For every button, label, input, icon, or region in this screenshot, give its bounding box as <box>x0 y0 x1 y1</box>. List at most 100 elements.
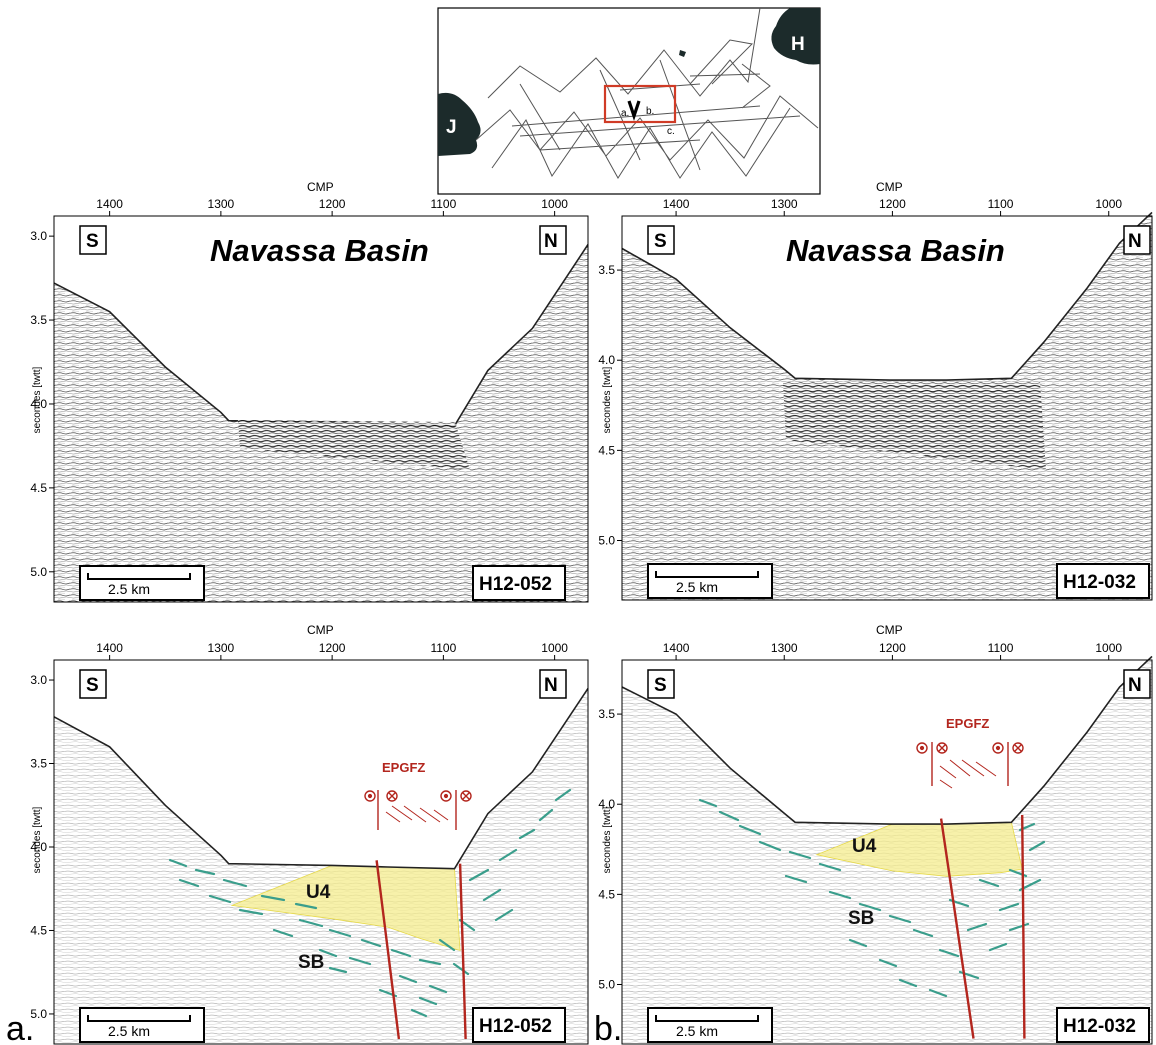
unit-sb-reflectors <box>168 788 572 1018</box>
scale-bar <box>655 1015 759 1022</box>
inset-map-study-area-box <box>603 84 677 124</box>
scale-bar-box <box>647 1007 773 1043</box>
south-marker: S <box>654 675 667 696</box>
strike-slip-symbols <box>916 742 1024 789</box>
x-tick-label: 1300 <box>208 641 235 655</box>
x-tick-label: 1100 <box>430 641 456 655</box>
water-column <box>54 216 588 426</box>
scale-bar-label: 2.5 km <box>108 581 150 597</box>
profile-frame <box>621 659 1153 1045</box>
scale-bar-box <box>647 563 773 599</box>
x-tick-label: 1000 <box>541 197 568 211</box>
x-tick-label: 1300 <box>208 197 235 211</box>
inset-map-label-jamaica: J <box>446 117 457 138</box>
y-tick-label: 4.5 <box>30 481 47 495</box>
x-tick-label: 1200 <box>879 197 906 211</box>
basin-floor-strong-reflectors <box>238 420 470 470</box>
north-marker: N <box>544 675 558 696</box>
y-tick-label: 3.0 <box>30 229 47 243</box>
line-id-box <box>1056 563 1150 599</box>
scale-bar-label: 2.5 km <box>676 1023 718 1039</box>
unit-sb-reflectors <box>698 798 1046 998</box>
south-marker-box <box>79 225 107 255</box>
seafloor-reflector <box>621 211 1153 381</box>
panel-letter-b: b. <box>594 1010 622 1045</box>
y-axis-label: secondes [twtt] <box>602 806 613 873</box>
y-axis-label: secondes [twtt] <box>602 366 613 433</box>
fault-trace-east <box>458 863 467 1040</box>
x-tick-label: 1000 <box>541 641 568 655</box>
scale-bar-label: 2.5 km <box>676 579 718 595</box>
north-marker-box <box>1123 669 1151 699</box>
profile-frame <box>53 659 589 1045</box>
y-tick-label: 5.0 <box>30 565 47 579</box>
x-tick-label: 1200 <box>319 197 346 211</box>
y-tick-label: 4.0 <box>30 840 47 854</box>
south-marker: S <box>654 231 667 252</box>
unit-label-u4: U4 <box>306 882 331 903</box>
x-tick-label: 1100 <box>988 641 1014 655</box>
south-marker-box <box>79 669 107 699</box>
y-tick-label: 4.0 <box>598 797 615 811</box>
inset-map-land-haiti <box>771 8 820 65</box>
cmp-axis-label: CMP <box>307 180 334 194</box>
x-tick-label: 1400 <box>96 641 123 655</box>
unit-label-sb: SB <box>848 908 874 929</box>
south-marker: S <box>86 231 99 252</box>
south-marker: S <box>86 675 99 696</box>
cmp-axis-label: CMP <box>876 180 903 194</box>
y-tick-label: 3.5 <box>30 757 47 771</box>
unit-label-u4: U4 <box>852 836 877 857</box>
x-tick-label: 1400 <box>96 197 123 211</box>
fault-zone-label: EPGFZ <box>382 760 425 775</box>
y-axis-label: secondes [twtt] <box>32 366 43 433</box>
water-column <box>54 660 588 869</box>
line-id-label: H12-032 <box>1063 572 1136 593</box>
fault-trace-east <box>1021 814 1026 1039</box>
profile-panel-h12-032-raw: CMP secondes [twtt] 1400 1300 1200 1100 1000… <box>598 180 1153 601</box>
inset-map-ship-tracks <box>475 7 819 179</box>
north-marker: N <box>1128 675 1142 696</box>
x-tick-label: 1100 <box>430 197 456 211</box>
y-tick-label: 5.0 <box>598 534 615 548</box>
inset-map-label-b: b. <box>646 106 654 117</box>
seismic-reflections <box>54 688 588 1044</box>
inset-map-land-jamaica <box>438 92 481 156</box>
x-tick-label: 1400 <box>663 641 690 655</box>
scale-bar-box <box>79 565 205 601</box>
seafloor-reflector <box>621 655 1153 825</box>
y-tick-label: 4.5 <box>598 887 615 901</box>
south-marker-box <box>647 669 675 699</box>
line-id-label: H12-052 <box>479 1016 552 1037</box>
scale-bar-label: 2.5 km <box>108 1023 150 1039</box>
fault-trace-west <box>375 860 401 1040</box>
inset-map-island-icon <box>679 50 686 57</box>
north-marker: N <box>1128 231 1142 252</box>
scale-bar <box>87 573 191 580</box>
y-tick-label: 5.0 <box>30 1007 47 1021</box>
y-tick-label: 4.5 <box>30 923 47 937</box>
y-tick-label: 4.0 <box>598 353 615 367</box>
strike-slip-symbols <box>364 790 472 830</box>
cmp-axis-label: CMP <box>876 623 903 637</box>
y-tick-label: 3.0 <box>30 673 47 687</box>
profile-panel-h12-052-raw: CMP secondes [twtt] 1400 1300 1200 1100 1000… <box>30 180 589 603</box>
scale-bar-box <box>79 1007 205 1043</box>
south-marker-box <box>647 225 675 255</box>
y-tick-label: 3.5 <box>598 707 615 721</box>
basin-title: Navassa Basin <box>786 233 1005 268</box>
unit-label-sb: SB <box>298 952 324 973</box>
profile-frame <box>621 215 1153 601</box>
y-tick-label: 4.0 <box>30 397 47 411</box>
inset-map-profile-marker <box>627 100 641 122</box>
y-axis-label: secondes [twtt] <box>32 806 43 873</box>
basin-title: Navassa Basin <box>210 233 429 268</box>
line-id-box <box>1056 1007 1150 1043</box>
line-id-label: H12-032 <box>1063 1016 1136 1037</box>
cmp-axis-label: CMP <box>307 623 334 637</box>
x-tick-label: 1400 <box>663 197 690 211</box>
inset-map-label-c: c. <box>667 126 675 137</box>
x-tick-label: 1000 <box>1095 197 1122 211</box>
fault-zone-label: EPGFZ <box>946 716 989 731</box>
inset-map-label-a: a. <box>621 108 629 119</box>
